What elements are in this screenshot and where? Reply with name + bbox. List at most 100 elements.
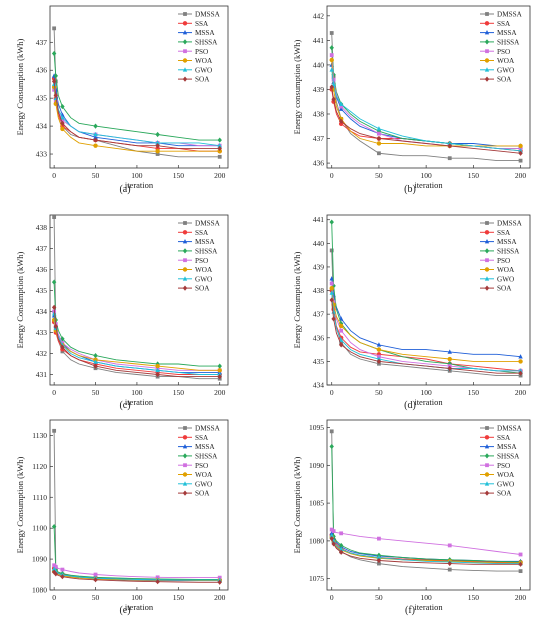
chart-panel-1: 0 50 100 150 200 433 434 435 436 437 iteration Ener… [15,5,229,195]
data-point [60,567,65,572]
legend-marker [183,49,187,54]
legend-label: WOA [195,471,213,479]
series-woa [329,534,523,565]
data-point [217,374,222,380]
data-point [155,143,160,149]
x-tick-label: 100 [131,388,143,397]
data-point [518,569,523,574]
series-line [331,86,521,154]
y-tick-label: 434 [36,307,48,316]
data-point [93,577,98,583]
data-point [329,536,334,542]
data-point [217,154,222,159]
y-tick-label: 435 [36,286,48,295]
legend-label: WOA [195,57,213,65]
legend-marker [182,67,188,72]
y-tick-label: 441 [313,36,325,45]
data-point [329,443,334,450]
legend-label: SSA [195,20,209,28]
legend-marker [183,463,187,468]
data-point [447,349,452,354]
data-point [329,84,334,90]
y-tick-label: 1090 [32,555,47,564]
legend-marker [182,58,188,63]
data-point [93,363,98,369]
y-axis-label: Energy consumption (kWh) [292,39,302,134]
y-tick-label: 437 [36,244,48,253]
legend-label: SHSSA [195,39,218,47]
series-line [53,81,220,149]
data-point [447,560,452,567]
series-line [331,288,521,362]
y-axis-label: Energy Consumption (kWh) [15,252,25,349]
data-point [217,143,222,148]
data-point [518,561,523,567]
legend-marker [182,239,188,244]
legend-label: SHSSA [195,248,218,256]
data-point [447,567,452,572]
y-tick-label: 437 [313,310,325,319]
y-tick-label: 1100 [32,524,47,533]
data-point [331,81,336,87]
data-point [60,126,65,132]
legend-marker [485,463,489,468]
legend-label: WOA [497,471,515,479]
data-point [377,561,381,566]
x-tick-label: 150 [173,171,185,180]
data-point [93,359,98,364]
y-tick-label: 442 [313,11,325,20]
x-tick-label: 100 [421,593,433,602]
data-point [51,311,57,316]
x-axis-label: iteration [414,602,443,612]
legend-label: SOA [497,490,512,498]
data-point [338,337,344,342]
data-point [376,141,382,146]
data-point [329,285,334,291]
y-tick-label: 438 [313,286,325,295]
x-tick-label: 50 [375,171,383,180]
data-point [376,358,382,364]
series-gwo [51,81,222,148]
panel-label: (b) [404,184,416,195]
series-woa [51,317,222,373]
series-shssa [51,279,222,369]
series-line [331,431,521,572]
legend-marker [485,258,489,263]
data-point [338,106,344,111]
legend-marker [484,267,490,272]
legend-label: PSO [497,48,510,56]
series-pso [329,527,523,557]
data-point [60,120,65,126]
data-point [338,542,344,549]
data-point [377,131,381,136]
data-point [518,143,523,149]
data-point [447,140,452,146]
legend-label: WOA [497,266,515,274]
legend-marker [182,481,188,486]
x-tick-label: 100 [421,388,433,397]
y-tick-label: 431 [36,370,48,379]
series-shssa [329,443,523,565]
y-tick-label: 436 [36,265,48,274]
y-tick-label: 441 [313,215,325,224]
legend-label: SHSSA [497,453,520,461]
y-tick-label: 1080 [32,586,47,595]
data-point [329,67,334,72]
legend-label: MSSA [195,238,215,246]
data-point [60,344,65,350]
data-point [338,118,344,124]
y-tick-label: 434 [36,122,48,131]
panel-label: (e) [119,605,130,616]
data-point [447,156,452,161]
x-tick-label: 150 [468,593,480,602]
y-tick-label: 1110 [33,493,48,502]
series-line [331,32,521,162]
legend-marker [183,221,187,225]
legend-label: SOA [497,76,512,84]
data-point [376,347,382,352]
data-point [338,101,344,106]
data-point [60,336,65,342]
data-point [376,126,382,131]
legend-marker [484,435,490,440]
x-axis-label: iteration [125,602,154,612]
